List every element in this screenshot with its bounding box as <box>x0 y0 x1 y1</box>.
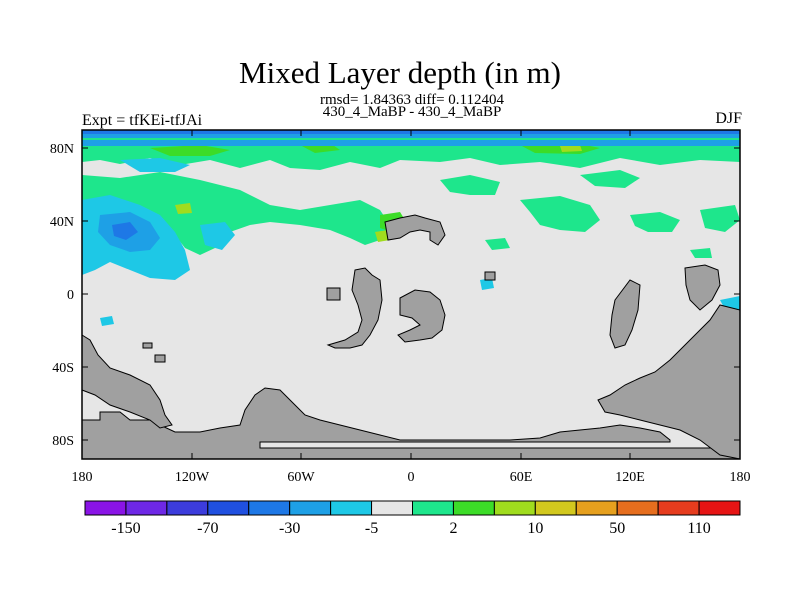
colorbar-swatch <box>657 500 700 516</box>
south-america <box>81 334 173 429</box>
anomaly-region <box>175 203 192 214</box>
colorbar-label: -70 <box>197 520 218 537</box>
island <box>326 287 341 301</box>
colorbar-labels: -150 -70 -30 -5 2 10 50 110 <box>111 520 710 537</box>
map-title: Mixed Layer depth (in m) <box>239 55 561 90</box>
x-tick-label: 60E <box>510 470 533 485</box>
rmsd-subtitle: rmsd= 1.84363 diff= 0.112404 <box>320 92 504 108</box>
y-tick-labels: 80N 40N 0 40S 80S <box>50 142 74 449</box>
colorbar-swatch <box>616 500 659 516</box>
colorbar-swatch <box>125 500 168 516</box>
island <box>154 354 166 363</box>
x-tick-label: 180 <box>72 470 93 485</box>
anomaly-region <box>150 145 230 156</box>
anomaly-region <box>440 175 500 195</box>
anomaly-region <box>82 172 390 255</box>
experiment-label: Expt = tfKEi-tfJAi <box>82 112 203 129</box>
anomaly-region <box>82 140 740 146</box>
anomaly-region <box>700 205 740 232</box>
y-tick-label: 80N <box>50 142 74 157</box>
anomaly-region <box>375 230 390 242</box>
anomaly-region <box>112 222 138 240</box>
yellow-positive-regions <box>175 145 582 242</box>
x-tick-label: 0 <box>408 470 415 485</box>
mediterranean-land <box>384 214 446 246</box>
colorbar-swatch <box>493 500 536 516</box>
colorbar-swatch <box>371 500 413 516</box>
anomaly-region <box>690 248 712 258</box>
colorbar-swatch <box>452 500 495 516</box>
colorbar-swatch <box>166 500 209 516</box>
colorbar-label: 10 <box>527 520 543 537</box>
anomaly-region <box>100 316 114 326</box>
y-tick-label: 0 <box>67 288 74 303</box>
anomaly-region <box>200 222 235 250</box>
colorbar-swatch <box>207 500 250 516</box>
x-tick-label: 120W <box>175 470 210 485</box>
indonesia <box>609 279 641 349</box>
y-tick-label: 80S <box>52 434 74 449</box>
x-tick-labels: 180 120W 60W 0 60E 120E 180 <box>72 470 751 485</box>
x-tick-label: 120E <box>615 470 645 485</box>
colorbar-swatch <box>534 500 577 516</box>
africa-west <box>326 267 383 349</box>
anomaly-region <box>480 278 494 290</box>
y-axis <box>82 147 740 441</box>
colorbar-swatch <box>330 500 373 516</box>
x-tick-label: 60W <box>287 470 315 485</box>
anomaly-region <box>580 170 640 188</box>
season-label: DJF <box>715 110 742 127</box>
colorbar-swatch <box>289 500 332 516</box>
colorbar-label: 50 <box>609 520 625 537</box>
anomaly-region <box>520 196 600 232</box>
anomaly-region <box>560 145 582 152</box>
anomaly-region <box>630 212 680 232</box>
x-tick-label: 180 <box>730 470 751 485</box>
experiment-subtitle: 430_4_MaBP - 430_4_MaBP <box>322 104 502 120</box>
y-tick-label: 40S <box>52 361 74 376</box>
colorbar-label: 110 <box>687 520 710 537</box>
africa-east <box>397 289 446 343</box>
colorbar-swatch <box>84 500 127 516</box>
x-axis <box>81 130 741 459</box>
colorbar <box>84 500 741 516</box>
island <box>142 342 153 349</box>
island <box>484 271 496 281</box>
colorbar-swatch <box>248 500 291 516</box>
colorbar-label: -150 <box>111 520 140 537</box>
colorbar-swatch <box>575 500 618 516</box>
strongest-negative-regions <box>112 222 138 240</box>
anomaly-region <box>120 158 190 172</box>
new-guinea <box>684 264 721 311</box>
colorbar-swatch <box>412 500 454 516</box>
y-tick-label: 40N <box>50 215 74 230</box>
colorbar-label: 2 <box>449 520 457 537</box>
colorbar-label: -5 <box>365 520 378 537</box>
land-masses <box>81 214 741 460</box>
anomaly-region <box>485 238 510 250</box>
colorbar-swatch <box>698 500 741 516</box>
colorbar-label: -30 <box>279 520 300 537</box>
australia <box>597 304 741 460</box>
